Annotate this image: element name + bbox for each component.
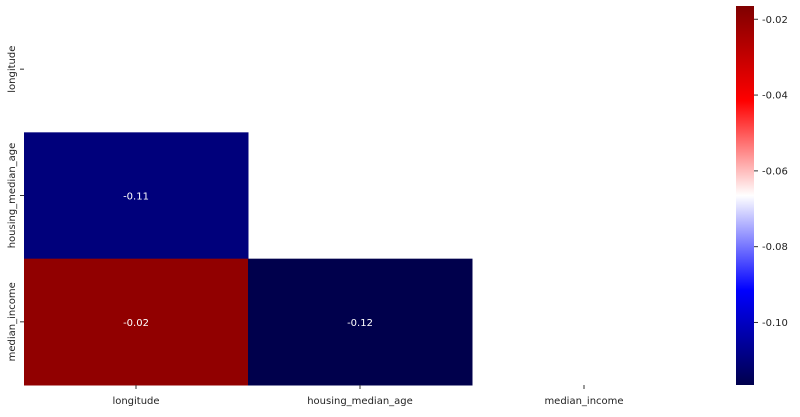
cell-value-label: -0.02 (123, 318, 149, 329)
x-tick-label: housing_median_age (307, 396, 413, 407)
y-axis: longitude housing_median_age median_income (7, 46, 24, 361)
colorbar-tick-label: -0.04 (762, 91, 788, 102)
cell-value-label: -0.11 (123, 192, 149, 203)
y-tick-label: median_income (7, 282, 18, 361)
colorbar: -0.02 -0.04 -0.06 -0.08 -0.10 (736, 6, 788, 385)
cell-value-label: -0.12 (347, 318, 373, 329)
colorbar-tick-label: -0.08 (762, 242, 788, 253)
colorbar-ticks: -0.02 -0.04 -0.06 -0.08 -0.10 (754, 15, 788, 329)
colorbar-tick-label: -0.02 (762, 15, 788, 26)
x-axis: longitude housing_median_age median_income (112, 385, 624, 407)
x-tick-label: median_income (544, 396, 623, 407)
heatmap-cell (24, 132, 249, 260)
y-tick-label: housing_median_age (7, 143, 18, 249)
colorbar-tick-label: -0.10 (762, 318, 788, 329)
heatmap-cell (248, 258, 473, 386)
heatmap-cell (24, 258, 249, 386)
heatmap-cell-labels: -0.11 -0.02 -0.12 (123, 192, 373, 329)
heatmap-cells (24, 132, 473, 386)
x-tick-label: longitude (112, 396, 159, 407)
colorbar-gradient (736, 6, 754, 385)
y-tick-label: longitude (7, 46, 18, 93)
colorbar-tick-label: -0.06 (762, 166, 788, 177)
